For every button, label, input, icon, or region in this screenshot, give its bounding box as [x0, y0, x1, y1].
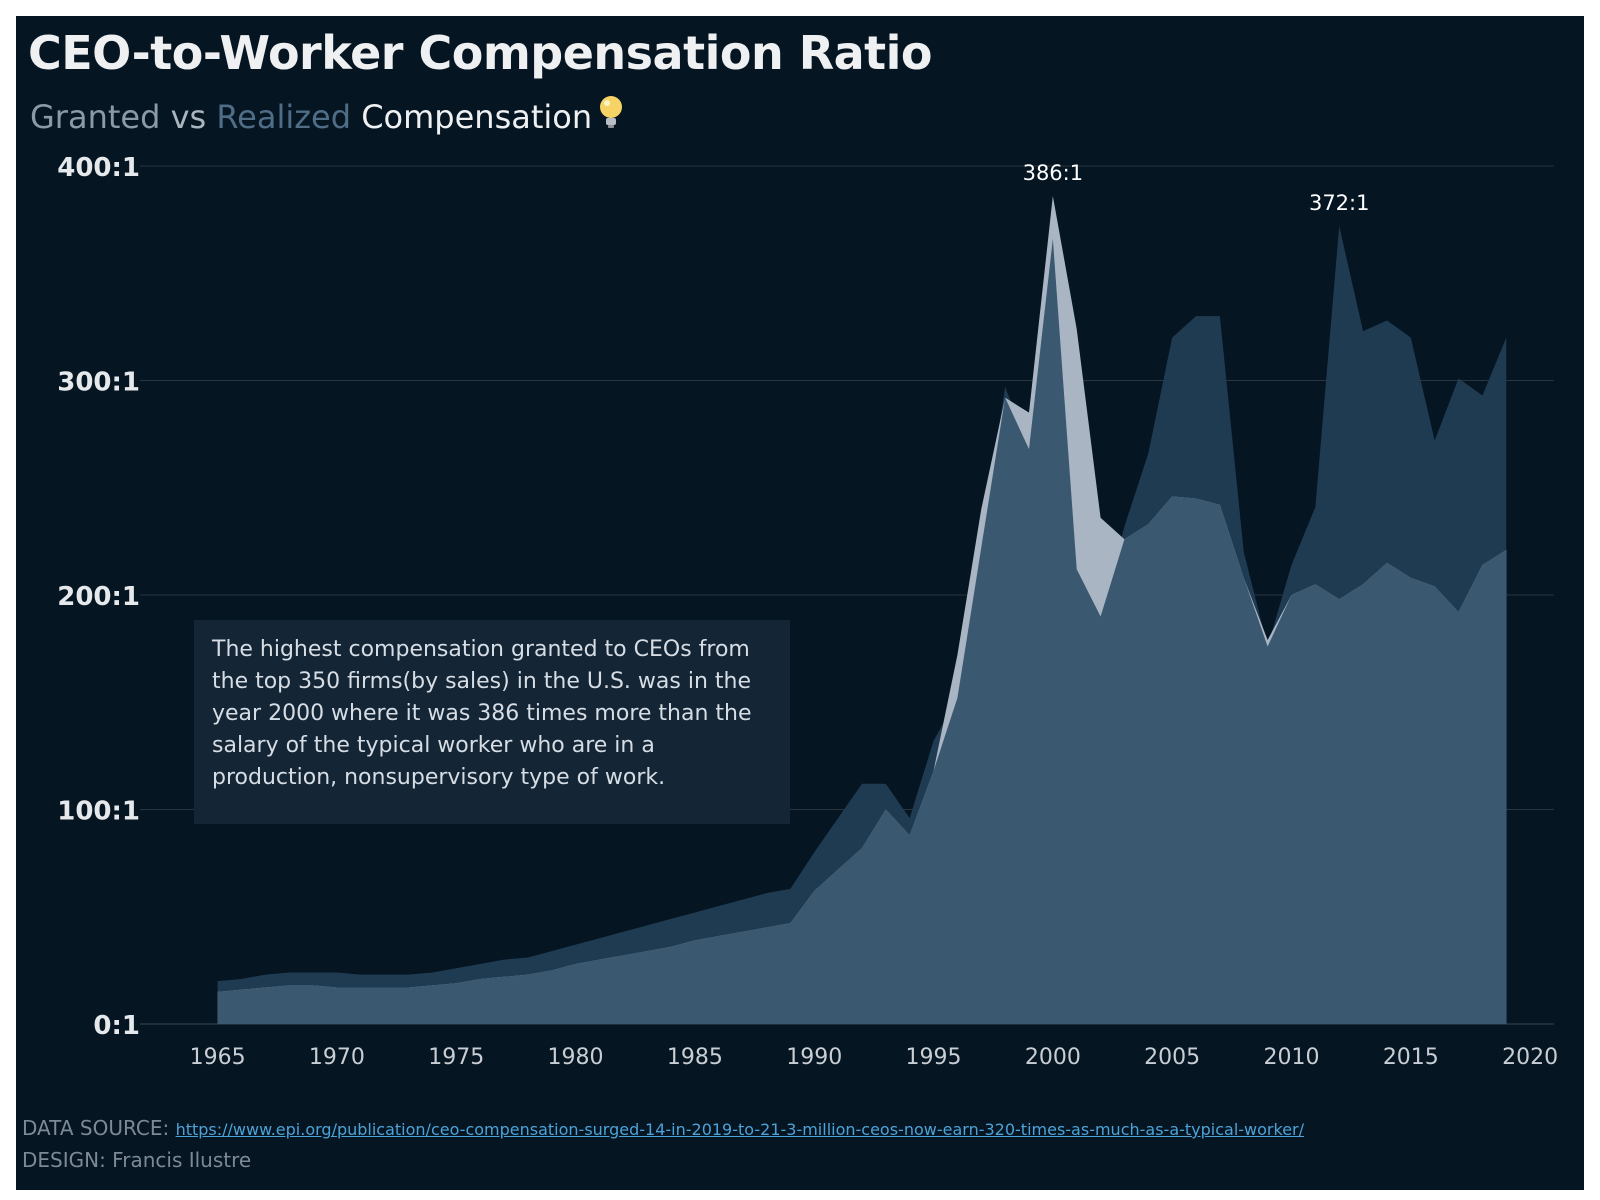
x-tick-label: 2020	[1502, 1045, 1558, 1070]
subtitle: Granted vs Realized Compensation	[30, 94, 624, 138]
chart-areas	[217, 196, 1507, 1024]
subtitle-realized: Realized	[216, 98, 352, 136]
x-tick-label: 1980	[548, 1045, 604, 1070]
x-tick-label: 1990	[786, 1045, 842, 1070]
x-tick-label: 1970	[309, 1045, 365, 1070]
peak-label: 372:1	[1309, 191, 1370, 215]
y-tick-label: 100:1	[57, 797, 140, 827]
subtitle-vs: vs	[160, 98, 217, 136]
x-tick-label: 1985	[667, 1045, 723, 1070]
data-source-link[interactable]: https://www.epi.org/publication/ceo-comp…	[175, 1120, 1305, 1139]
data-source: DATA SOURCE: https://www.epi.org/publica…	[22, 1116, 1304, 1140]
page-title: CEO-to-Worker Compensation Ratio	[28, 26, 933, 80]
x-tick-label: 2005	[1144, 1045, 1200, 1070]
y-tick-label: 300:1	[57, 368, 140, 398]
design-credit: DESIGN: Francis Ilustre	[22, 1148, 252, 1172]
x-tick-label: 2000	[1025, 1045, 1081, 1070]
x-tick-label: 1975	[428, 1045, 484, 1070]
annotation-note: The highest compensation granted to CEOs…	[194, 620, 790, 824]
chart-annotations: 386:1 372:1	[1023, 161, 1370, 215]
chart: 0:1 100:1 200:1 300:1 400:1 1965 1970 1975 1980…	[57, 153, 1559, 1070]
y-tick-label: 400:1	[57, 153, 140, 183]
y-tick-label: 0:1	[93, 1011, 140, 1041]
x-axis: 1965 1970 1975 1980 1985 1990 1995 2000 2005 2010…	[190, 1045, 1559, 1070]
subtitle-granted: Granted	[30, 98, 161, 136]
x-tick-label: 1995	[906, 1045, 962, 1070]
x-tick-label: 1965	[190, 1045, 246, 1070]
x-tick-label: 2010	[1263, 1045, 1319, 1070]
dashboard-frame: CEO-to-Worker Compensation Ratio Granted…	[16, 16, 1584, 1190]
y-axis: 0:1 100:1 200:1 300:1 400:1	[57, 153, 140, 1041]
lightbulb-icon[interactable]	[598, 94, 624, 138]
y-tick-label: 200:1	[57, 582, 140, 612]
data-source-label: DATA SOURCE:	[22, 1116, 170, 1140]
area-overlap	[217, 238, 1507, 1024]
x-tick-label: 2015	[1383, 1045, 1439, 1070]
subtitle-compensation: Compensation	[351, 98, 593, 136]
peak-label: 386:1	[1023, 161, 1084, 185]
